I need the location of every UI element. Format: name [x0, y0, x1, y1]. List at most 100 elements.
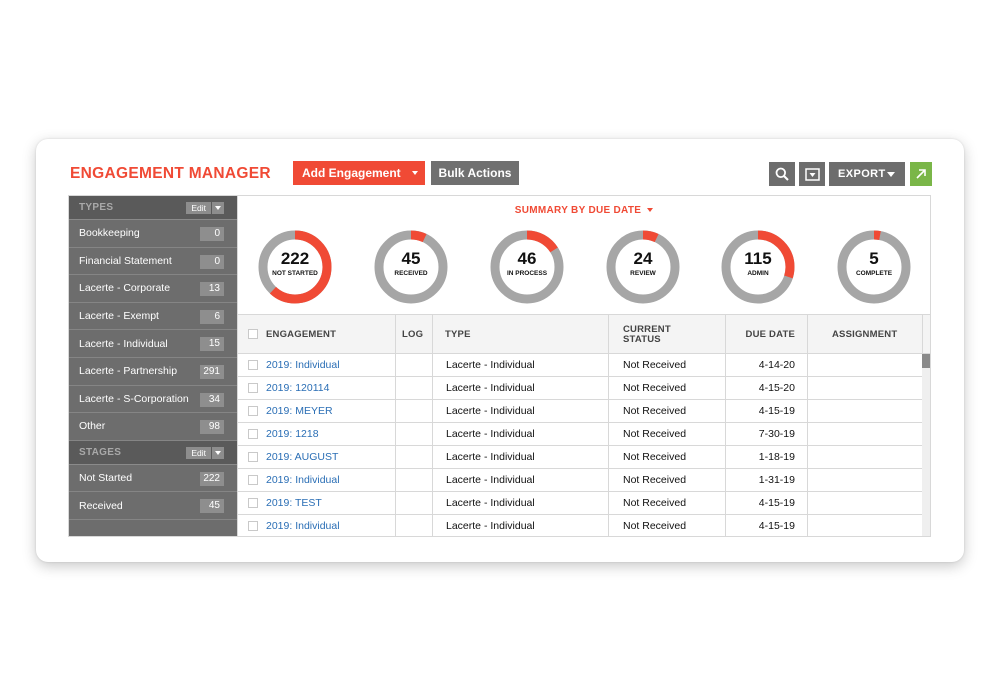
type-item-label: Financial Statement	[79, 254, 172, 267]
cell-due-date: 4-15-19	[758, 405, 795, 417]
donut-label: RECEIVED	[394, 270, 428, 277]
row-checkbox[interactable]	[248, 383, 258, 393]
column-divider	[608, 314, 609, 536]
donut-ring	[721, 230, 795, 304]
table-row[interactable]: 2019: TEST Lacerte - Individual Not Receiv…	[238, 492, 930, 515]
chevron-down-icon[interactable]	[212, 202, 224, 214]
type-item[interactable]: Financial Statement 0	[69, 248, 237, 276]
column-header-due-date[interactable]: DUE DATE	[745, 328, 795, 340]
table-row[interactable]: 2019: Individual Lacerte - Individual Not …	[238, 515, 930, 536]
table-row[interactable]: 2019: Individual Lacerte - Individual Not …	[238, 469, 930, 492]
stage-item[interactable]: Not Started 222	[69, 465, 237, 493]
donut-chart[interactable]: 222 NOT STARTED	[257, 229, 333, 305]
row-checkbox[interactable]	[248, 498, 258, 508]
cell-status: Not Received	[623, 382, 687, 394]
type-item[interactable]: Lacerte - Partnership 291	[69, 358, 237, 386]
cell-status: Not Received	[623, 497, 687, 509]
search-icon	[775, 167, 789, 181]
cell-engagement[interactable]: 2019: TEST	[266, 497, 322, 509]
row-checkbox[interactable]	[248, 360, 258, 370]
donut-segment	[837, 230, 911, 304]
type-item[interactable]: Bookkeeping 0	[69, 220, 237, 248]
donut-chart[interactable]: 24 REVIEW	[605, 229, 681, 305]
donut-label: COMPLETE	[855, 270, 893, 277]
column-divider	[395, 314, 396, 536]
sidebar: TYPES Edit Bookkeeping 0 Financial Stateme…	[68, 195, 238, 537]
cell-engagement[interactable]: 2019: AUGUST	[266, 451, 339, 463]
cell-engagement[interactable]: 2019: 1218	[266, 428, 319, 440]
add-engagement-button[interactable]: Add Engagement	[293, 161, 425, 185]
donut-value: 24	[633, 249, 653, 268]
donut-chart[interactable]: 46 IN PROCESS	[489, 229, 565, 305]
cell-type: Lacerte - Individual	[446, 474, 535, 486]
cell-type: Lacerte - Individual	[446, 520, 535, 532]
table-body: 2019: Individual Lacerte - Individual Not …	[238, 354, 930, 536]
table-row[interactable]: 2019: MEYER Lacerte - Individual Not Recei…	[238, 400, 930, 423]
stages-header-label: STAGES	[79, 446, 122, 458]
stage-item[interactable]: Received 45	[69, 492, 237, 520]
donut-value: 46	[517, 249, 537, 268]
stage-item-label: Not Started	[79, 472, 133, 485]
donut-chart[interactable]: 115 ADMIN	[720, 229, 796, 305]
cell-due-date: 4-15-20	[758, 382, 795, 394]
type-item[interactable]: Lacerte - S-Corporation 34	[69, 386, 237, 414]
row-checkbox[interactable]	[248, 521, 258, 531]
type-item-count: 0	[200, 227, 224, 241]
types-edit-button[interactable]: Edit	[186, 202, 211, 214]
type-item[interactable]: Lacerte - Individual 15	[69, 330, 237, 358]
search-button[interactable]	[769, 162, 795, 186]
donut-chart[interactable]: 5 COMPLETE	[836, 229, 912, 305]
row-checkbox[interactable]	[248, 452, 258, 462]
table-row[interactable]: 2019: AUGUST Lacerte - Individual Not Rece…	[238, 446, 930, 469]
table-header: ENGAGEMENT LOG TYPE CURRENT STATUS DUE DATE A…	[238, 314, 930, 354]
row-checkbox[interactable]	[248, 429, 258, 439]
cell-engagement[interactable]: 2019: 120114	[266, 382, 330, 394]
cell-engagement[interactable]: 2019: Individual	[266, 359, 340, 371]
scrollbar-thumb[interactable]	[922, 354, 930, 368]
cell-status: Not Received	[623, 474, 687, 486]
column-header-engagement[interactable]: ENGAGEMENT	[266, 328, 337, 340]
summary-dropdown[interactable]: SUMMARY BY DUE DATE	[238, 205, 930, 216]
types-edit-control: Edit	[186, 202, 224, 214]
scrollbar[interactable]	[922, 354, 930, 536]
chevron-down-icon[interactable]	[212, 446, 224, 459]
donut-label: ADMIN	[747, 270, 769, 277]
cell-status: Not Received	[623, 405, 687, 417]
column-header-status[interactable]: CURRENT STATUS	[623, 323, 671, 345]
column-header-type[interactable]: TYPE	[445, 328, 471, 340]
donut-segment	[606, 230, 680, 304]
donut-segment	[721, 230, 795, 304]
main-panel: SUMMARY BY DUE DATE 222 NOT STARTED 45 RECE…	[238, 195, 931, 537]
donut-label: IN PROCESS	[506, 270, 548, 277]
type-item[interactable]: Other 98	[69, 413, 237, 441]
type-item-count: 0	[200, 254, 224, 269]
bulk-actions-button[interactable]: Bulk Actions	[431, 161, 519, 185]
donut-value: 5	[869, 249, 879, 268]
cell-engagement[interactable]: 2019: Individual	[266, 520, 340, 532]
donut-segment	[490, 230, 564, 304]
cell-engagement[interactable]: 2019: MEYER	[266, 405, 333, 417]
open-external-button[interactable]	[910, 162, 932, 186]
row-checkbox[interactable]	[248, 406, 258, 416]
donut-chart[interactable]: 45 RECEIVED	[373, 229, 449, 305]
donut-value: 115	[744, 249, 772, 268]
row-checkbox[interactable]	[248, 475, 258, 485]
donut-segment	[258, 230, 332, 304]
select-all-checkbox[interactable]	[248, 329, 258, 339]
column-header-assignment[interactable]: ASSIGNMENT	[832, 328, 898, 340]
table-row[interactable]: 2019: 1218 Lacerte - Individual Not Receiv…	[238, 423, 930, 446]
export-label: EXPORT	[838, 168, 886, 180]
cell-type: Lacerte - Individual	[446, 497, 535, 509]
column-header-log[interactable]: LOG	[402, 328, 424, 340]
type-item-count: 98	[200, 420, 224, 435]
filter-dropdown-button[interactable]	[799, 162, 825, 186]
type-item[interactable]: Lacerte - Exempt 6	[69, 303, 237, 331]
cell-engagement[interactable]: 2019: Individual	[266, 474, 340, 486]
type-item[interactable]: Lacerte - Corporate 13	[69, 275, 237, 303]
cell-due-date: 1-31-19	[758, 474, 795, 486]
stages-edit-button[interactable]: Edit	[186, 446, 211, 459]
table-row[interactable]: 2019: 120114 Lacerte - Individual Not Rece…	[238, 377, 930, 400]
donut-ring	[606, 230, 680, 304]
table-row[interactable]: 2019: Individual Lacerte - Individual Not …	[238, 354, 930, 377]
export-button[interactable]: EXPORT	[829, 162, 905, 186]
